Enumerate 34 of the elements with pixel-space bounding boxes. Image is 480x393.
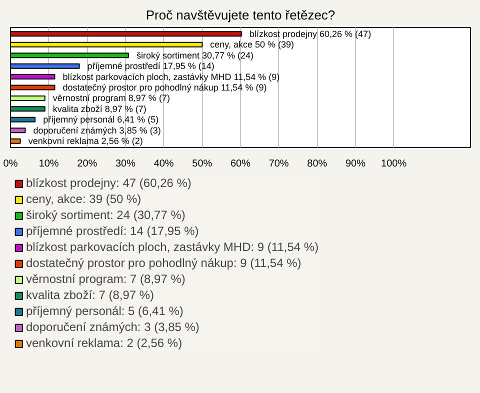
legend-label: příjemný personál: 5 (6,41 %)	[26, 304, 184, 318]
category-label: příjemné prostředí 17,95 % (14)	[87, 61, 214, 72]
legend-label: blízkost parkovacích ploch, zastávky MHD: 9 (11,54 %)	[26, 240, 319, 254]
category-label: doporučení známých 3,85 % (3)	[33, 125, 161, 136]
x-tick-label: 100%	[381, 158, 407, 170]
x-tick-label: 80%	[307, 158, 328, 170]
category-label: věrnostní program 8,97 % (7)	[52, 93, 170, 104]
category-label: dostatečný prostor pro pohodlný nákup 11,54 % (9)	[62, 82, 267, 92]
legend-label: příjemné prostředí: 14 (17,95 %)	[26, 224, 199, 238]
x-tick-label: 90%	[345, 158, 366, 170]
legend-label: kvalita zboží: 7 (8,97 %)	[26, 288, 154, 302]
category-label: ceny, akce 50 % (39)	[210, 40, 294, 50]
x-tick-label: 10%	[38, 158, 59, 170]
category-label: široký sortiment 30,77 % (24)	[136, 50, 254, 60]
legend-label: ceny, akce: 39 (50 %)	[26, 192, 142, 206]
x-tick-label: 20%	[77, 158, 98, 170]
x-tick-label: 70%	[268, 158, 289, 170]
legend-label: věrnostní program: 7 (8,97 %)	[26, 272, 186, 286]
chart-title: Proč navštěvujete tento řetězec?	[146, 8, 336, 22]
x-tick-label: 50%	[192, 158, 212, 170]
category-label: blízkost prodejny 60,26 % (47)	[249, 28, 372, 39]
legend-label: doporučení známých: 3 (3,85 %)	[26, 320, 200, 334]
x-tick-label: 30%	[115, 158, 136, 170]
x-tick-label: 40%	[154, 158, 174, 170]
legend-label: blízkost prodejny: 47 (60,26 %)	[26, 176, 192, 190]
legend-label: dostatečný prostor pro pohodlný nákup: 9 (11,54 %)	[26, 256, 302, 270]
legend-label: široký sortiment: 24 (30,77 %)	[26, 208, 186, 222]
category-label: venkovní reklama 2,56 % (2)	[28, 136, 143, 146]
x-tick-label: 0%	[3, 158, 18, 170]
category-label: příjemný personál 6,41 % (5)	[43, 114, 159, 125]
x-tick-label: 60%	[230, 158, 251, 170]
legend-label: venkovní reklama: 2 (2,56 %)	[26, 336, 182, 350]
category-label: kvalita zboží 8,97 % (7)	[52, 104, 146, 114]
category-label: blízkost parkovacích ploch, zastávky MHD 11,54 % (9)	[62, 72, 280, 82]
